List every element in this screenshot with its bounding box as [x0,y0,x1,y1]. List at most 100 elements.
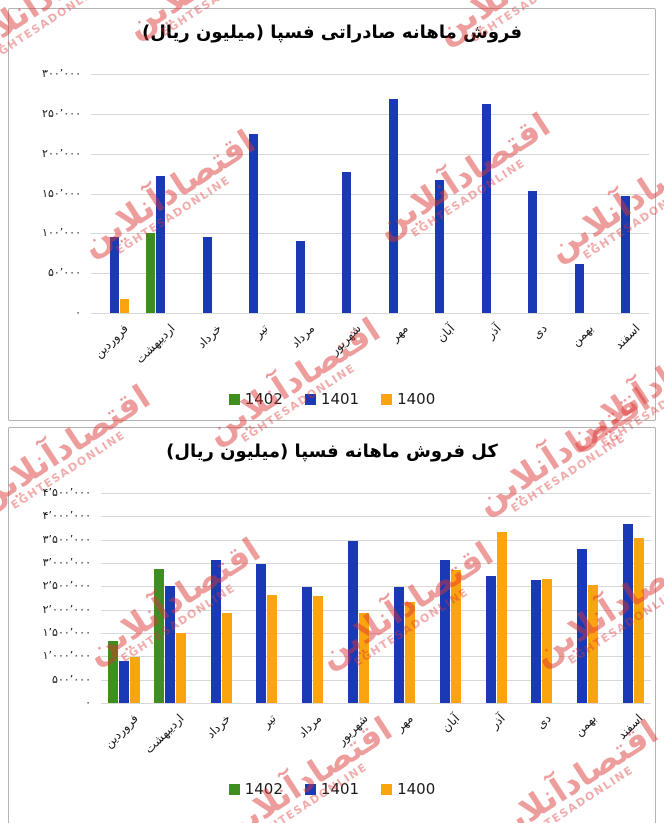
legend-item-1402: 1402 [228,780,283,798]
gridline [91,313,649,314]
y-tick-label: ۲’۰۰۰’۰۰۰ [42,602,91,616]
bar-1400-m4 [267,595,278,703]
legend-label-1402: 1402 [244,390,283,408]
bar-1401-m8 [435,180,445,313]
x-axis-label: تیر [251,321,271,341]
bar-1401-m9 [481,104,491,313]
x-axis-label: مرداد [295,711,325,741]
bar-1401-m12 [621,196,631,313]
bar-1401-m1 [109,237,119,313]
x-axis-label: مهر [393,711,417,735]
bar-1401-m7 [388,99,398,313]
x-axis-label: بهمن [571,711,600,739]
bar-1400-m11 [588,585,599,703]
bar-1401-m12 [623,524,634,703]
x-axis-label: اردیبهشت [133,321,178,367]
bar-1401-m9 [485,576,496,703]
bar-1401-m4 [249,134,259,313]
legend-label-1401: 1401 [320,390,360,408]
y-tick-label: ۳’۰۰۰’۰۰۰ [42,556,91,569]
gridline [101,703,651,704]
y-tick-label: ۱’۰۰۰’۰۰۰ [42,649,91,663]
x-axis-label: اسفند [614,711,646,742]
gridline [101,539,651,541]
x-axis-label: تیر [259,711,279,731]
bar-1402-m2 [146,233,156,313]
bar-1401-m8 [439,560,450,703]
bar-1401-m7 [393,587,404,703]
legend-label-1401: 1401 [320,780,360,798]
bar-1401-m4 [256,564,267,703]
y-tick-label: ۲۵۰’۰۰۰ [42,106,81,120]
y-tick-label: ۵۰’۰۰۰ [47,266,81,280]
x-axis-label: خرداد [194,321,225,352]
y-tick-label: ۰ [85,696,91,709]
y-tick-label: ۴’۵۰۰’۰۰۰ [42,486,91,499]
bar-1401-m11 [574,264,584,313]
bar-1400-m1 [119,299,129,313]
total-sales-legend: 1402 1401 1400 [9,780,655,798]
y-tick-label: ۰ [75,306,81,319]
y-tick-label: ۳۰۰’۰۰۰ [42,67,81,80]
gridline [101,656,651,658]
x-axis-label: بهمن [568,321,597,349]
y-tick-label: ۳’۵۰۰’۰۰۰ [42,532,91,546]
gridline [101,679,651,681]
bar-1400-m12 [634,538,645,703]
x-axis-label: مهر [387,321,411,345]
bar-1400-m2 [175,633,186,703]
x-axis-label: اسفند [612,321,643,352]
gridline [91,74,649,75]
legend-item-1401: 1401 [304,780,360,798]
legend-swatch-1401 [304,393,316,405]
x-axis-label: خرداد [203,711,233,742]
legend-swatch-1400 [381,393,393,405]
y-tick-label: ۱’۵۰۰’۰۰۰ [42,626,91,639]
bar-1401-m11 [577,549,588,703]
gridline [101,609,651,611]
gridline [91,233,649,235]
bar-1401-m10 [531,580,542,703]
x-axis-label: شهریور [333,711,371,748]
legend-item-1400: 1400 [381,780,435,798]
export-sales-plot-area: ۳۰۰’۰۰۰ ۲۵۰’۰۰۰ ۲۰۰’۰۰۰ ۱۵۰’۰۰۰ ۱۰۰’۰۰۰ ۵۰’۰۰… [9,9,655,420]
x-axis-label: آذر [487,711,508,732]
bar-1401-m5 [295,241,305,313]
bar-1401-m2 [156,176,166,313]
y-tick-label: ۲۰۰’۰۰۰ [42,146,81,160]
x-axis-label: مرداد [288,321,318,351]
x-axis-label: آذر [483,321,504,342]
bar-1402-m2 [153,569,164,703]
y-tick-label: ۱۰۰’۰۰۰ [42,226,81,240]
y-tick-label: ۴’۰۰۰’۰۰۰ [42,509,91,523]
x-axis-label: شهریور [327,321,364,358]
gridline [91,193,649,195]
x-axis-label: فروردین [101,711,142,751]
x-axis-label: اردیبهشت [142,711,187,757]
bar-1401-m6 [348,541,359,703]
x-axis-label: آبان [438,711,462,735]
bar-1400-m9 [496,532,507,703]
gridline [101,563,651,564]
legend-label-1402: 1402 [244,780,283,798]
export-sales-chart-panel: فروش ماهانه صادراتی فسپا (میلیون ریال) ۳… [8,8,656,421]
bar-1400-m5 [313,596,324,703]
y-tick-label: ۵۰۰’۰۰۰ [52,672,91,686]
total-sales-chart-title: کل فروش ماهانه فسپا (میلیون ریال) [166,441,498,462]
export-sales-legend: 1402 1401 1400 [9,390,655,408]
bar-1400-m7 [404,602,415,703]
x-axis-label: فروردین [91,321,132,361]
gridline [91,153,649,155]
bar-1401-m1 [118,661,129,703]
gridline [101,633,651,634]
y-tick-label: ۱۵۰’۰۰۰ [42,186,81,200]
bar-1401-m6 [342,172,352,313]
y-tick-label: ۲’۵۰۰’۰۰۰ [42,579,91,593]
legend-swatch-1401 [304,783,316,795]
legend-swatch-1402 [228,783,240,795]
legend-swatch-1402 [228,393,240,405]
bar-1401-m5 [302,587,313,703]
bar-1400-m1 [129,657,140,703]
bar-1401-m3 [210,560,221,703]
